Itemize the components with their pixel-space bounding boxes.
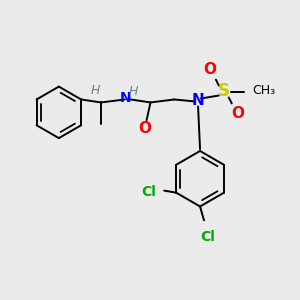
- Text: H: H: [129, 85, 138, 98]
- Text: N: N: [120, 92, 132, 106]
- Text: H: H: [90, 84, 100, 97]
- Text: N: N: [192, 93, 204, 108]
- Text: Cl: Cl: [200, 230, 215, 244]
- Text: O: O: [231, 106, 244, 121]
- Text: O: O: [203, 62, 217, 77]
- Text: Cl: Cl: [141, 184, 156, 199]
- Text: O: O: [138, 121, 151, 136]
- Text: CH₃: CH₃: [253, 84, 276, 97]
- Text: S: S: [218, 82, 230, 100]
